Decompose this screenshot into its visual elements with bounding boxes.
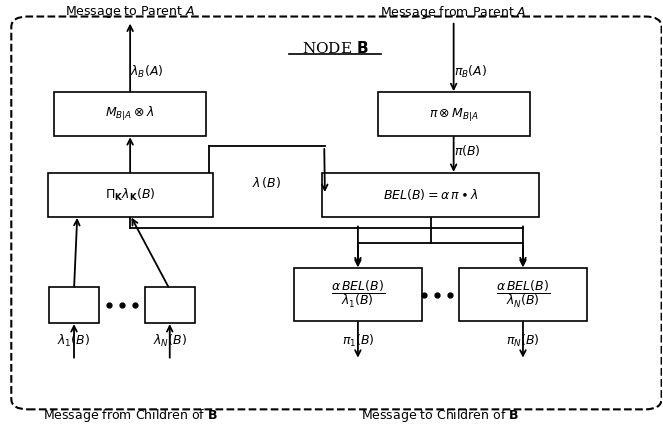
FancyBboxPatch shape bbox=[378, 92, 530, 137]
Text: $BEL(B) = \alpha\, \pi \bullet \lambda$: $BEL(B) = \alpha\, \pi \bullet \lambda$ bbox=[383, 187, 479, 202]
FancyBboxPatch shape bbox=[48, 172, 213, 217]
Text: $\Pi_{\mathbf{K}} \lambda_{\mathbf{K}}(B)$: $\Pi_{\mathbf{K}} \lambda_{\mathbf{K}}(B… bbox=[105, 187, 155, 203]
Text: $\pi(B)$: $\pi(B)$ bbox=[453, 143, 481, 158]
Text: $\pi_N(B)$: $\pi_N(B)$ bbox=[506, 333, 540, 349]
FancyBboxPatch shape bbox=[54, 92, 206, 137]
Text: $\pi_B(A)$: $\pi_B(A)$ bbox=[453, 64, 487, 80]
Text: Message to Children of $\mathbf{B}$: Message to Children of $\mathbf{B}$ bbox=[361, 407, 520, 424]
FancyBboxPatch shape bbox=[294, 268, 422, 321]
Text: $\dfrac{\alpha\, BEL(B)}{\lambda_N(B)}$: $\dfrac{\alpha\, BEL(B)}{\lambda_N(B)}$ bbox=[496, 279, 550, 310]
FancyBboxPatch shape bbox=[145, 287, 194, 324]
Text: $M_{B|A} \otimes \lambda$: $M_{B|A} \otimes \lambda$ bbox=[105, 105, 155, 123]
Text: $\pi \otimes M_{B|A}$: $\pi \otimes M_{B|A}$ bbox=[429, 106, 479, 123]
Text: $\lambda\,(B)$: $\lambda\,(B)$ bbox=[253, 175, 282, 190]
Text: NODE $\mathbf{B}$: NODE $\mathbf{B}$ bbox=[302, 40, 368, 56]
FancyBboxPatch shape bbox=[322, 172, 540, 217]
FancyBboxPatch shape bbox=[11, 17, 662, 409]
Text: $\lambda_B(A)$: $\lambda_B(A)$ bbox=[130, 64, 164, 80]
Text: Message to Parent $A$: Message to Parent $A$ bbox=[65, 4, 195, 20]
Text: Message from Parent $A$: Message from Parent $A$ bbox=[381, 4, 527, 21]
Text: $\lambda_N(B)$: $\lambda_N(B)$ bbox=[152, 333, 187, 349]
Text: $\dfrac{\alpha\, BEL(B)}{\lambda_1(B)}$: $\dfrac{\alpha\, BEL(B)}{\lambda_1(B)}$ bbox=[331, 279, 385, 310]
FancyBboxPatch shape bbox=[459, 268, 587, 321]
FancyBboxPatch shape bbox=[49, 287, 99, 324]
Text: $\pi_1(B)$: $\pi_1(B)$ bbox=[341, 333, 374, 349]
Text: Message from Children of $\mathbf{B}$: Message from Children of $\mathbf{B}$ bbox=[42, 407, 217, 424]
Text: $\lambda_1(B)$: $\lambda_1(B)$ bbox=[58, 333, 91, 349]
